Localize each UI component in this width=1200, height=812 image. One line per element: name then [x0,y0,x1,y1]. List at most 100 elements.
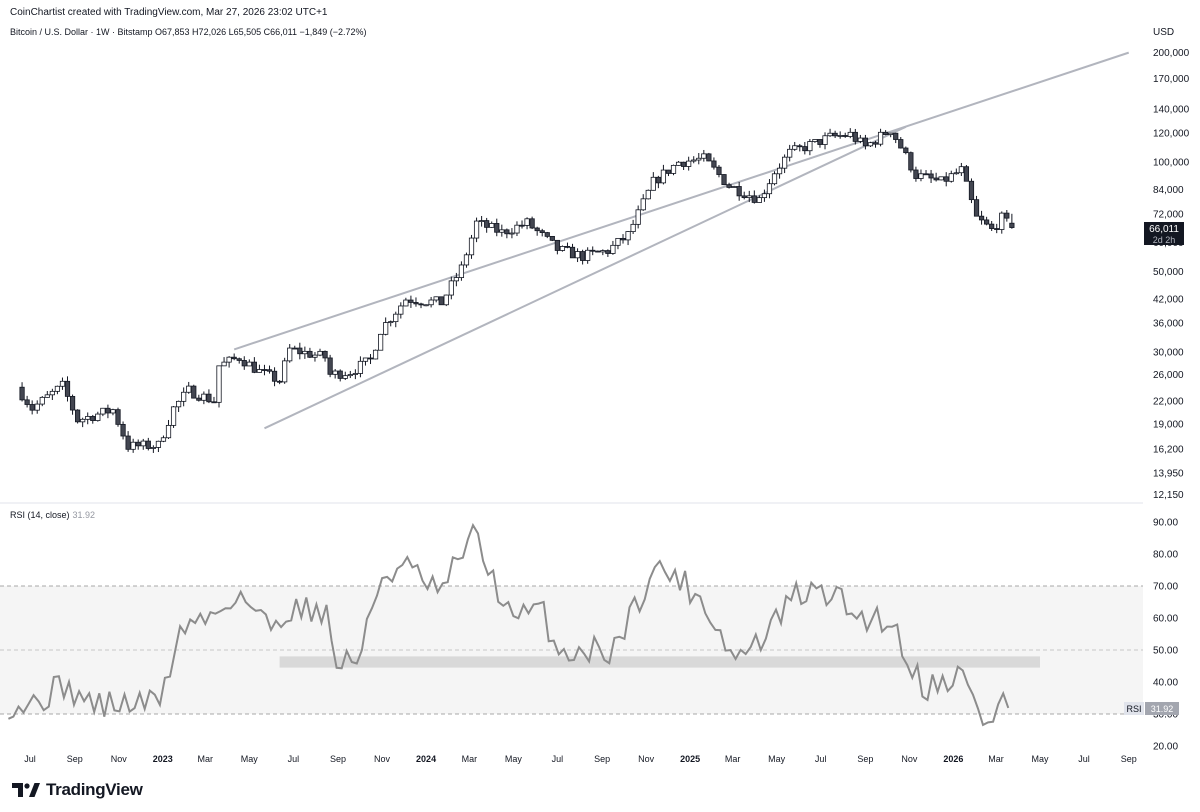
rsi-pane[interactable] [0,522,1143,727]
candle-body [494,223,500,233]
candle-body [29,404,35,411]
candle-body [867,142,874,147]
candle [165,419,172,439]
candle [812,139,818,143]
time-tick-month: Nov [374,754,391,764]
candle-body [746,195,752,199]
candle [655,175,661,189]
price-tick-label: 120,000 [1153,129,1190,140]
candle-body [994,228,1000,230]
candle-body [630,223,636,232]
price-tick-label: 50,000 [1153,267,1184,278]
candle [438,296,444,306]
candle-body [943,176,949,182]
candle [847,128,853,139]
candle-body [408,299,414,303]
candle-body [847,131,853,137]
candle [736,181,742,201]
candle [756,195,762,203]
candle [398,302,404,319]
candle [665,169,672,177]
candle [49,388,55,400]
candle-body [923,173,929,176]
candle-body [69,396,76,411]
candle-body [367,357,374,360]
candle-body [155,440,162,448]
candle-body [509,232,515,235]
candle-body [135,441,141,447]
rsi-tick-label: 50.00 [1153,646,1178,657]
candle-body [751,195,757,203]
candle-body [221,361,227,367]
candle-body [388,321,394,324]
price-tick-label: 13,950 [1153,468,1184,479]
candle-body [75,409,81,423]
candle [95,411,101,422]
candle-body [504,229,510,235]
price-tick-label: 19,000 [1153,420,1184,431]
tradingview-logo-icon [12,783,40,797]
candle [251,357,257,374]
candle [504,228,510,239]
rsi-support-zone[interactable] [279,656,1041,668]
trend-channel[interactable] [233,51,1130,430]
candle-body [913,169,919,179]
candle [590,246,596,256]
time-axis[interactable]: Jul Sep Nov 2023 Mar May Jul Sep Nov 2024 Mar May Ju… [24,754,1137,764]
candle [463,252,470,268]
time-tick-month: May [241,754,259,764]
candle-body [458,264,465,278]
candle [943,172,949,187]
candle-body [736,186,742,197]
candle-body [761,193,768,199]
candle-body [872,142,879,145]
candle [130,438,136,453]
candle [34,400,40,414]
candle-body [463,254,470,266]
candle [100,407,106,417]
price-axis[interactable]: 200,000 170,000 140,000 120,000 100,000 84,00… [1153,48,1190,501]
candle [832,130,838,139]
candle-body [953,172,959,175]
rsi-legend[interactable]: RSI (14, close) 31.92 [10,510,95,520]
rsi-tick-label: 90.00 [1153,518,1178,529]
candle [69,394,76,415]
candle [423,304,429,307]
time-tick-month: Nov [111,754,128,764]
channel-lower-line[interactable] [264,125,907,430]
candle-body [569,246,576,259]
symbol-legend[interactable]: Bitcoin / U.S. Dollar · 1W · Bitstamp O6… [10,27,367,37]
candle [297,342,303,360]
candle [80,417,86,428]
candle-body [640,198,646,211]
candle [357,356,364,378]
candle [372,349,379,360]
candle-body [792,145,798,150]
candle-body [590,249,596,252]
candle [150,445,156,453]
candle-body [110,409,116,414]
candle-body [600,250,606,253]
candle [615,237,621,250]
time-tick-month: Nov [638,754,655,764]
price-pane[interactable] [19,51,1130,453]
candle-body [574,251,581,259]
candle [19,382,25,402]
candle-body [433,296,439,301]
candle-body [287,347,293,362]
candle-body [423,304,429,307]
candle [585,247,591,264]
channel-upper-line[interactable] [233,51,1130,351]
candle [236,357,242,364]
candle-body [564,245,571,248]
candle-body [362,357,369,362]
candle [958,162,964,176]
candle-body [807,141,813,152]
candle-body [398,305,404,315]
tradingview-logo[interactable]: TradingView [12,780,143,800]
candle-body [54,385,61,392]
candle-body [797,145,803,148]
candle [509,228,515,239]
